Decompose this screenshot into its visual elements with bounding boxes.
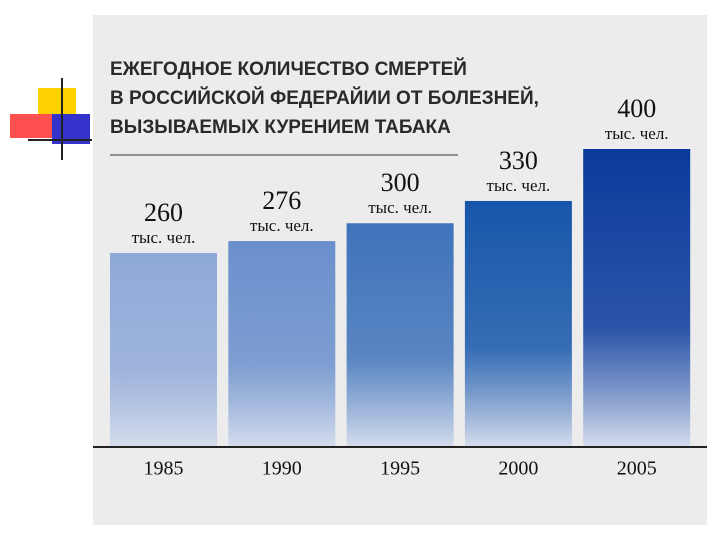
x-tick-label: 2000 [498, 458, 538, 480]
bar [583, 149, 691, 446]
unit-label: тыс. чел. [487, 176, 551, 195]
bar [110, 252, 217, 446]
value-label: 330 [499, 146, 538, 175]
bar [464, 200, 572, 446]
value-label: 400 [617, 94, 656, 123]
x-tick-label: 2005 [617, 458, 657, 480]
x-tick-label: 1985 [144, 458, 184, 480]
value-label: 260 [144, 198, 183, 227]
unit-label: тыс. чел. [368, 198, 432, 217]
chart-title: ВЫЗЫВАЕМЫХ КУРЕНИЕМ ТАБАКА [110, 117, 451, 138]
deco-red [10, 114, 52, 138]
x-tick-label: 1995 [380, 458, 420, 480]
bar [346, 223, 454, 446]
unit-label: тыс. чел. [250, 216, 314, 235]
chart-title: ЕЖЕГОДНОЕ КОЛИЧЕСТВО СМЕРТЕЙ [110, 58, 467, 80]
chart-title: В РОССИЙСКОЙ ФЕДЕРАЙИИ ОТ БОЛЕЗНЕЙ, [110, 87, 539, 109]
x-tick-label: 1990 [262, 458, 302, 480]
unit-label: тыс. чел. [605, 124, 669, 143]
value-label: 276 [262, 186, 301, 215]
bar [228, 241, 336, 446]
value-label: 300 [381, 168, 420, 197]
unit-label: тыс. чел. [132, 228, 196, 247]
